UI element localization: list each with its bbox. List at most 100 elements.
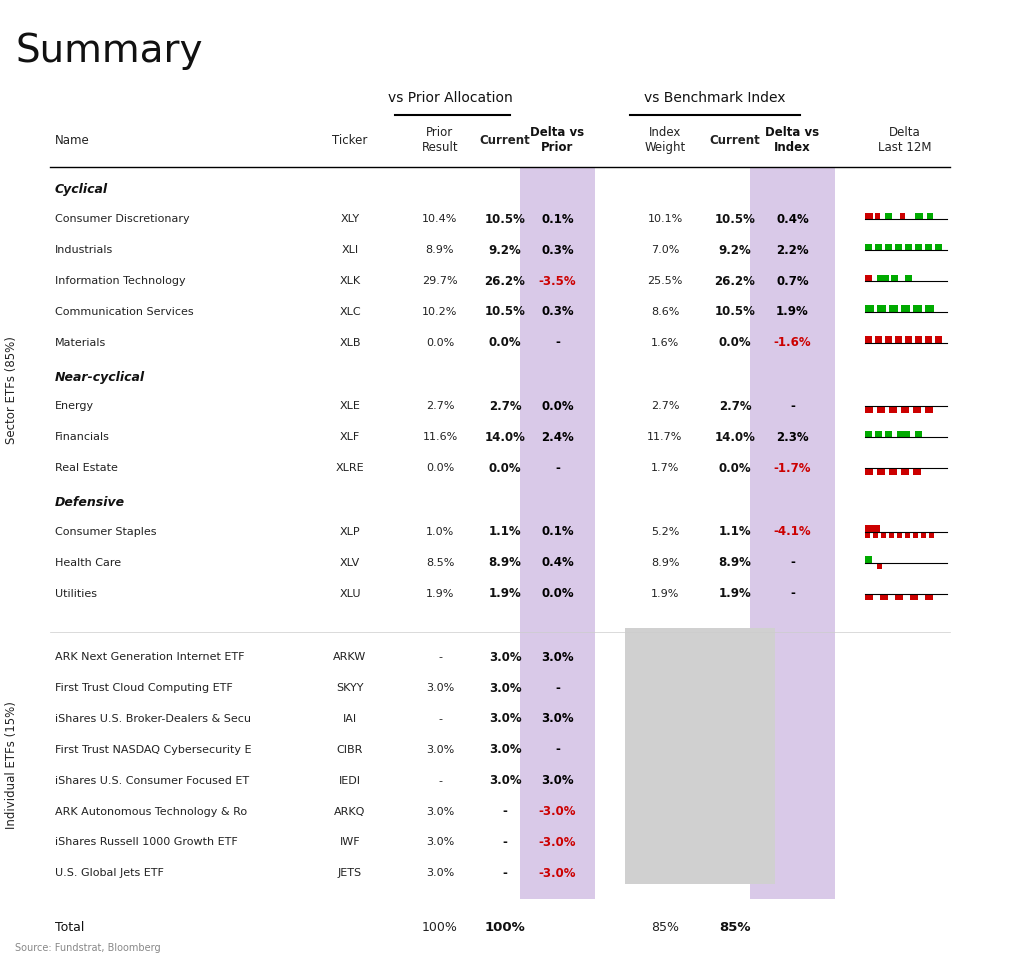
Text: Information Technology: Information Technology <box>55 276 185 286</box>
Bar <box>520 166 595 961</box>
Text: -3.0%: -3.0% <box>539 867 577 879</box>
Text: 0.1%: 0.1% <box>542 213 573 226</box>
Text: XLE: XLE <box>340 402 360 411</box>
Text: 1.9%: 1.9% <box>776 306 809 318</box>
Text: 2.7%: 2.7% <box>650 402 679 411</box>
Text: 8.9%: 8.9% <box>719 556 752 569</box>
Bar <box>913 468 921 475</box>
Bar <box>885 244 892 250</box>
Bar <box>935 244 942 250</box>
Bar <box>874 212 880 219</box>
Text: -: - <box>791 556 795 569</box>
Text: Delta vs
Index: Delta vs Index <box>765 126 819 155</box>
Text: ARKW: ARKW <box>334 653 367 662</box>
Bar <box>877 407 885 413</box>
Text: 9.2%: 9.2% <box>488 244 521 257</box>
Text: ARK Next Generation Internet ETF: ARK Next Generation Internet ETF <box>55 653 245 662</box>
Text: Sector ETFs (85%): Sector ETFs (85%) <box>5 336 18 444</box>
Text: -: - <box>555 461 560 475</box>
Bar <box>910 594 918 600</box>
Bar <box>865 594 873 600</box>
Text: 8.9%: 8.9% <box>426 245 455 256</box>
Text: -: - <box>503 805 508 818</box>
Bar <box>925 336 932 343</box>
Text: -: - <box>791 587 795 600</box>
Text: 3.0%: 3.0% <box>488 681 521 695</box>
Text: XLB: XLB <box>339 338 360 348</box>
Text: Total: Total <box>55 921 84 934</box>
Text: -: - <box>555 681 560 695</box>
Text: Source: Fundstrat, Bloomberg: Source: Fundstrat, Bloomberg <box>15 943 161 952</box>
Text: XLU: XLU <box>339 588 360 599</box>
Bar <box>865 407 873 413</box>
Bar <box>885 431 892 437</box>
Text: 3.0%: 3.0% <box>426 683 454 693</box>
Bar <box>874 244 882 250</box>
Bar <box>900 212 905 219</box>
Text: 0.3%: 0.3% <box>542 306 573 318</box>
Text: iShares U.S. Consumer Focused ET: iShares U.S. Consumer Focused ET <box>55 776 249 786</box>
Text: Near-cyclical: Near-cyclical <box>55 371 145 383</box>
Text: 26.2%: 26.2% <box>715 275 756 287</box>
Bar <box>925 244 932 250</box>
Text: 0.0%: 0.0% <box>719 336 752 350</box>
Text: First Trust Cloud Computing ETF: First Trust Cloud Computing ETF <box>55 683 232 693</box>
Text: 11.7%: 11.7% <box>647 432 683 442</box>
Text: 10.5%: 10.5% <box>484 306 525 318</box>
Text: 0.4%: 0.4% <box>776 213 809 226</box>
Text: 2.7%: 2.7% <box>719 400 752 413</box>
Text: Name: Name <box>55 134 90 147</box>
Bar <box>865 468 873 475</box>
Text: Cyclical: Cyclical <box>55 184 109 196</box>
Bar <box>877 468 885 475</box>
Text: 0.0%: 0.0% <box>542 400 573 413</box>
Text: 9.2%: 9.2% <box>719 244 752 257</box>
Text: 11.6%: 11.6% <box>422 432 458 442</box>
Text: 3.0%: 3.0% <box>488 712 521 726</box>
Text: 0.0%: 0.0% <box>542 587 573 600</box>
Text: -3.5%: -3.5% <box>539 275 577 287</box>
Text: XLK: XLK <box>339 276 360 286</box>
Text: 29.7%: 29.7% <box>422 276 458 286</box>
Text: Energy: Energy <box>55 402 94 411</box>
Bar <box>901 407 909 413</box>
Text: 2.2%: 2.2% <box>776 244 809 257</box>
Text: 1.9%: 1.9% <box>426 588 455 599</box>
Text: XLF: XLF <box>340 432 360 442</box>
Text: XLC: XLC <box>339 307 360 317</box>
Text: 3.0%: 3.0% <box>426 745 454 754</box>
Bar <box>885 212 892 219</box>
Text: Delta vs
Prior: Delta vs Prior <box>530 126 585 155</box>
Text: 3.0%: 3.0% <box>488 775 521 787</box>
Bar <box>874 336 882 343</box>
Text: ARK Autonomous Technology & Ro: ARK Autonomous Technology & Ro <box>55 806 247 817</box>
Text: XLY: XLY <box>340 214 359 224</box>
Bar <box>877 563 882 569</box>
Bar <box>874 431 882 437</box>
Text: 8.6%: 8.6% <box>651 307 679 317</box>
Text: 10.5%: 10.5% <box>484 213 525 226</box>
Text: 1.9%: 1.9% <box>719 587 752 600</box>
Text: -1.7%: -1.7% <box>774 461 811 475</box>
Text: JETS: JETS <box>338 869 362 878</box>
Bar <box>865 556 872 563</box>
Text: 3.0%: 3.0% <box>542 651 573 664</box>
Bar <box>889 531 894 538</box>
Text: Consumer Discretionary: Consumer Discretionary <box>55 214 189 224</box>
Text: 1.6%: 1.6% <box>651 338 679 348</box>
Text: 7.0%: 7.0% <box>651 245 679 256</box>
Text: First Trust NASDAQ Cybersecurity E: First Trust NASDAQ Cybersecurity E <box>55 745 252 754</box>
Bar <box>913 306 922 312</box>
Text: 10.1%: 10.1% <box>647 214 683 224</box>
Text: XLV: XLV <box>340 557 360 568</box>
Bar <box>889 468 897 475</box>
Text: 3.0%: 3.0% <box>488 651 521 664</box>
Text: iShares Russell 1000 Growth ETF: iShares Russell 1000 Growth ETF <box>55 837 238 848</box>
Text: 1.0%: 1.0% <box>426 527 454 537</box>
Text: IEDI: IEDI <box>339 776 361 786</box>
Text: Individual ETFs (15%): Individual ETFs (15%) <box>5 702 18 829</box>
Bar <box>935 336 942 343</box>
Text: ARKQ: ARKQ <box>334 806 366 817</box>
Bar <box>925 594 933 600</box>
Bar <box>625 628 775 884</box>
